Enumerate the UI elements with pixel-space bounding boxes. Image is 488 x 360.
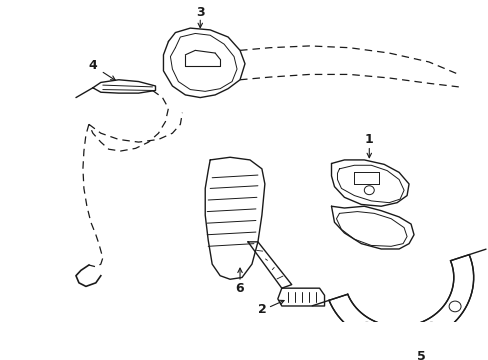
- Polygon shape: [277, 288, 324, 306]
- Polygon shape: [331, 160, 408, 206]
- Text: 5: 5: [416, 350, 425, 360]
- Text: 1: 1: [364, 133, 373, 146]
- Text: 2: 2: [257, 303, 266, 316]
- Polygon shape: [331, 206, 413, 249]
- Polygon shape: [205, 157, 264, 279]
- Polygon shape: [163, 28, 244, 98]
- Polygon shape: [247, 242, 291, 288]
- Text: 3: 3: [196, 5, 204, 19]
- Text: 6: 6: [235, 282, 244, 295]
- Text: 4: 4: [88, 59, 97, 72]
- Polygon shape: [93, 80, 155, 93]
- Polygon shape: [328, 255, 473, 344]
